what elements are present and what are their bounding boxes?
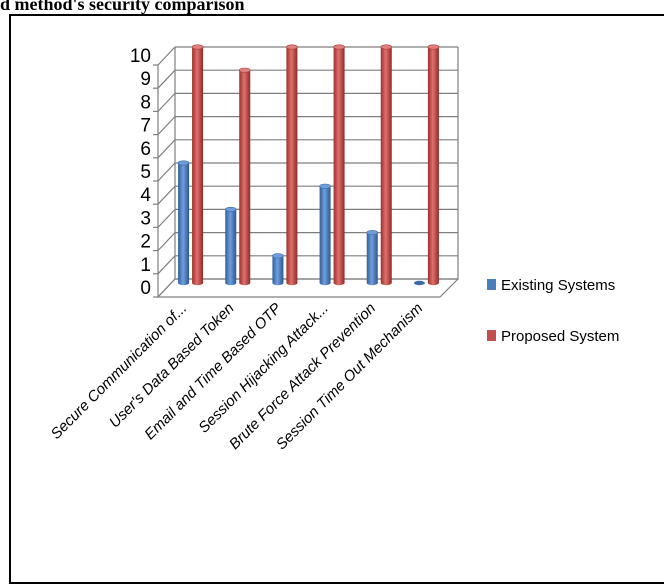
gridline-side (157, 232, 176, 252)
bar-body (178, 163, 190, 286)
gridline-side (157, 255, 176, 275)
gridline-side (157, 116, 176, 136)
bar-body (333, 47, 345, 286)
bar-cap (366, 230, 379, 236)
bar-existing (413, 280, 425, 286)
bar-existing (224, 206, 237, 286)
bar-proposed (191, 44, 204, 286)
bar-body (225, 209, 237, 286)
bar-body (239, 70, 251, 286)
bar-proposed (238, 67, 251, 286)
legend: Existing Systems Proposed System (487, 277, 619, 345)
legend-label: Proposed System (501, 328, 619, 345)
legend-swatch (487, 330, 496, 341)
bar-cap (272, 253, 284, 259)
y-tick-label: 7 (140, 116, 151, 137)
bar-existing (177, 160, 190, 286)
y-tick-label: 0 (140, 278, 151, 299)
bars (177, 44, 440, 286)
y-tick-label: 6 (140, 139, 151, 160)
page-title: d method's security comparison (0, 0, 245, 14)
bar-proposed (427, 44, 440, 286)
bar-cap (380, 44, 393, 50)
bar-cap (224, 206, 237, 212)
legend-label: Existing Systems (501, 277, 615, 294)
gridline-side (157, 208, 176, 228)
bar-body (319, 186, 331, 286)
bar-cap (238, 67, 251, 73)
bar-body (427, 47, 439, 286)
gridline-side (157, 46, 176, 66)
bar-body (272, 255, 284, 286)
gridline-side (157, 278, 176, 298)
gridline-side (157, 69, 176, 89)
x-axis-labels: Secure Communication of...User's Data Ba… (48, 300, 427, 453)
gridlines (156, 46, 459, 298)
y-tick-label: 2 (140, 232, 151, 253)
y-tick-label: 9 (140, 69, 151, 90)
bar-existing (272, 253, 284, 286)
bar-cap (286, 44, 298, 50)
gridline-side (157, 185, 176, 205)
gridline-side (157, 139, 176, 159)
bar-proposed (286, 44, 298, 286)
bar-cap (333, 44, 345, 50)
bar-cap (319, 183, 331, 189)
bar-existing (366, 230, 379, 286)
y-tick-label: 8 (140, 92, 151, 113)
bar-existing (319, 183, 331, 286)
gridline-side (157, 92, 176, 112)
bar-body (192, 47, 204, 286)
bar-cap (177, 160, 190, 166)
legend-swatch (487, 279, 496, 290)
bar-body (286, 47, 298, 286)
bar-proposed (380, 44, 393, 286)
bar-cap (191, 44, 204, 50)
bar-body (366, 232, 378, 286)
y-tick-label: 5 (140, 162, 151, 183)
legend-item: Proposed System (487, 328, 619, 345)
bar-proposed (333, 44, 345, 286)
bar-cap (427, 44, 440, 50)
y-tick-label: 4 (140, 185, 151, 206)
bar-cap (413, 280, 425, 286)
gridline-side (157, 162, 176, 182)
bar-body (380, 47, 392, 286)
y-tick-label: 3 (140, 208, 151, 229)
y-tick-label: 1 (140, 255, 151, 276)
y-tick-label: 10 (130, 46, 151, 67)
legend-item: Existing Systems (487, 277, 615, 294)
